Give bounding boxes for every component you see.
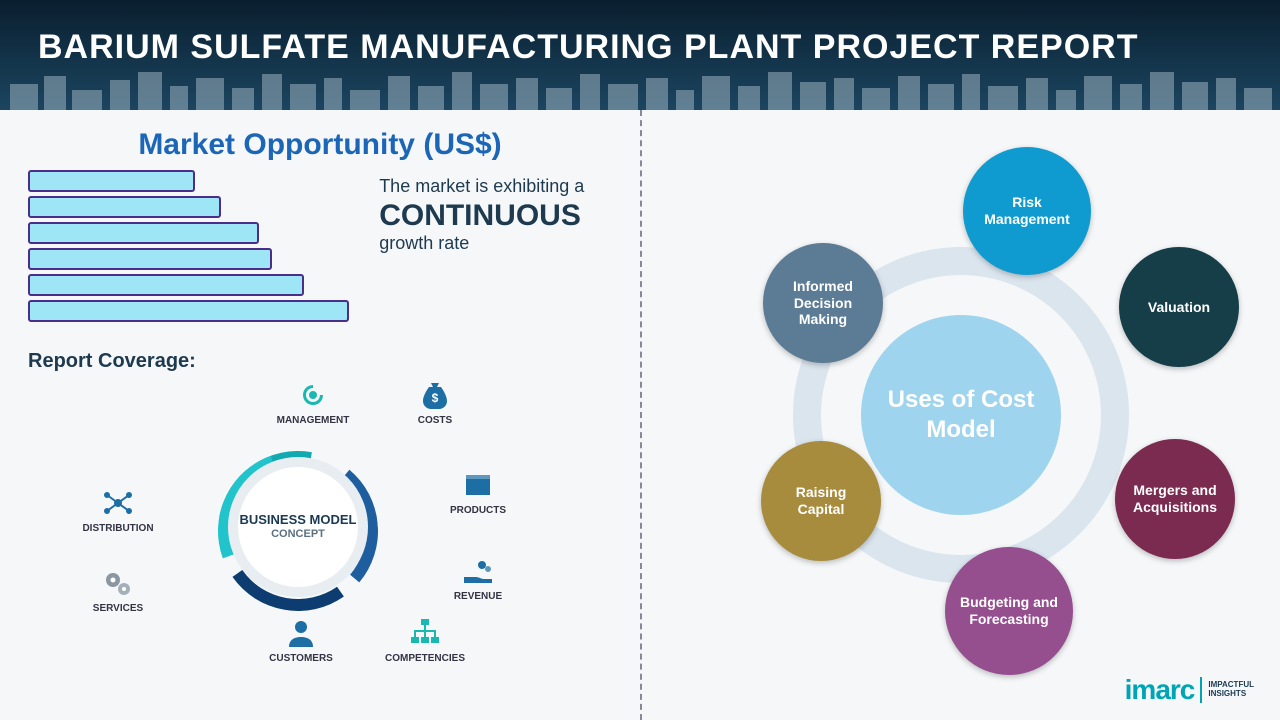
- cost-model-diagram: Uses of Cost Model Risk Management Valuat…: [701, 155, 1221, 675]
- org-chart-icon: [409, 617, 441, 649]
- cost-model-node-label: Raising Capital: [771, 484, 871, 518]
- bm-item-label: PRODUCTS: [450, 505, 506, 516]
- growth-line1: The market is exhibiting a: [379, 176, 584, 197]
- left-panel: Market Opportunity (US$) The market is e…: [0, 110, 640, 720]
- bm-item: DISTRIBUTION: [63, 487, 173, 534]
- chart-bar: [28, 248, 272, 270]
- bm-item-label: CUSTOMERS: [269, 653, 333, 664]
- bm-item: MANAGEMENT: [258, 379, 368, 426]
- cost-model-node: Risk Management: [963, 147, 1091, 275]
- chart-bar: [28, 300, 349, 322]
- page-title: BARIUM SULFATE MANUFACTURING PLANT PROJE…: [0, 0, 1280, 67]
- bm-item: REVENUE: [423, 555, 533, 602]
- bm-center-top: BUSINESS MODEL: [239, 512, 356, 527]
- bm-item-label: DISTRIBUTION: [82, 523, 153, 534]
- chart-bar: [28, 196, 221, 218]
- cost-model-center: Uses of Cost Model: [861, 315, 1061, 515]
- chart-bar: [28, 274, 304, 296]
- market-opportunity-row: The market is exhibiting a CONTINUOUS gr…: [28, 170, 612, 326]
- business-model-diagram: BUSINESS MODEL CONCEPT MANAGEMENT $ COSTS D…: [28, 379, 548, 659]
- cost-model-node-label: Valuation: [1148, 299, 1210, 316]
- gears-icon: [102, 567, 134, 599]
- skyline-decoration: [0, 72, 1280, 110]
- logo: imarc IMPACTFUL INSIGHTS: [1125, 674, 1254, 706]
- growth-text: The market is exhibiting a CONTINUOUS gr…: [379, 170, 584, 326]
- hand-coins-icon: [462, 555, 494, 587]
- header: BARIUM SULFATE MANUFACTURING PLANT PROJE…: [0, 0, 1280, 110]
- lightbulb-cycle-icon: [297, 379, 329, 411]
- logo-wordmark: imarc: [1125, 674, 1195, 706]
- report-coverage-label: Report Coverage:: [28, 350, 612, 373]
- bm-item: SERVICES: [63, 567, 173, 614]
- bm-item-label: MANAGEMENT: [277, 415, 350, 426]
- bm-item-label: SERVICES: [93, 603, 143, 614]
- cost-model-node: Budgeting and Forecasting: [945, 547, 1073, 675]
- growth-big: CONTINUOUS: [379, 199, 584, 233]
- business-model-center: BUSINESS MODEL CONCEPT: [228, 457, 368, 597]
- bm-item: $ COSTS: [380, 379, 490, 426]
- cost-model-center-label: Uses of Cost Model: [861, 385, 1061, 445]
- money-bag-icon: $: [419, 379, 451, 411]
- chart-bar: [28, 222, 259, 244]
- network-icon: [102, 487, 134, 519]
- cost-model-node-label: Informed Decision Making: [773, 278, 873, 328]
- logo-tag-1: IMPACTFUL: [1208, 680, 1254, 689]
- bm-item-label: REVENUE: [454, 591, 502, 602]
- cost-model-node-label: Mergers and Acquisitions: [1125, 482, 1225, 516]
- cost-model-node: Informed Decision Making: [763, 243, 883, 363]
- svg-text:$: $: [432, 391, 439, 405]
- cost-model-node-label: Risk Management: [973, 194, 1081, 228]
- growth-line2: growth rate: [379, 233, 584, 254]
- bm-item: CUSTOMERS: [246, 617, 356, 664]
- logo-tagline: IMPACTFUL INSIGHTS: [1208, 681, 1254, 699]
- logo-separator: [1200, 677, 1202, 703]
- bm-item: COMPETENCIES: [370, 617, 480, 664]
- person-icon: [285, 617, 317, 649]
- box-icon: [462, 469, 494, 501]
- bm-center-sub: CONCEPT: [239, 528, 356, 541]
- cost-model-node: Raising Capital: [761, 441, 881, 561]
- right-panel: Uses of Cost Model Risk Management Valuat…: [640, 110, 1280, 720]
- bm-item-label: COSTS: [418, 415, 452, 426]
- cost-model-node-label: Budgeting and Forecasting: [955, 594, 1063, 628]
- bar-chart: [28, 170, 349, 326]
- main: Market Opportunity (US$) The market is e…: [0, 110, 1280, 720]
- logo-tag-2: INSIGHTS: [1208, 689, 1246, 698]
- bm-item: PRODUCTS: [423, 469, 533, 516]
- bm-item-label: COMPETENCIES: [385, 653, 465, 664]
- chart-bar: [28, 170, 195, 192]
- cost-model-node: Mergers and Acquisitions: [1115, 439, 1235, 559]
- market-opportunity-title: Market Opportunity (US$): [28, 128, 612, 162]
- cost-model-node: Valuation: [1119, 247, 1239, 367]
